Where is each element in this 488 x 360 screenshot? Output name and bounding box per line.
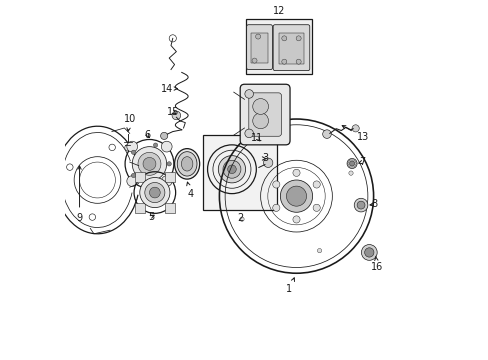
Circle shape: [142, 157, 156, 170]
Circle shape: [296, 36, 301, 41]
Circle shape: [281, 36, 286, 41]
Circle shape: [263, 158, 272, 167]
Text: 4: 4: [186, 182, 193, 199]
Bar: [165, 203, 175, 213]
Circle shape: [131, 150, 135, 154]
Circle shape: [296, 59, 301, 64]
Bar: [165, 172, 175, 183]
Text: 11: 11: [250, 133, 263, 143]
Circle shape: [255, 34, 260, 39]
Circle shape: [167, 162, 171, 166]
Text: 13: 13: [342, 126, 368, 142]
Circle shape: [149, 187, 160, 198]
Circle shape: [124, 144, 131, 151]
FancyBboxPatch shape: [248, 93, 281, 136]
Text: 6: 6: [144, 130, 150, 140]
Circle shape: [244, 129, 253, 138]
Circle shape: [286, 186, 306, 206]
Circle shape: [356, 201, 364, 209]
Circle shape: [132, 147, 166, 181]
FancyBboxPatch shape: [273, 25, 309, 71]
Text: 9: 9: [76, 166, 82, 222]
Circle shape: [252, 99, 268, 114]
Circle shape: [161, 141, 172, 152]
Ellipse shape: [174, 149, 199, 179]
Circle shape: [292, 216, 300, 223]
Circle shape: [251, 58, 257, 63]
Circle shape: [312, 181, 320, 188]
Circle shape: [281, 59, 286, 64]
Circle shape: [292, 169, 300, 176]
Circle shape: [271, 139, 275, 144]
Circle shape: [346, 158, 356, 168]
Bar: [250, 33, 267, 63]
Ellipse shape: [181, 157, 192, 171]
Text: 15: 15: [166, 107, 179, 117]
Circle shape: [348, 171, 352, 175]
Circle shape: [317, 248, 321, 253]
Circle shape: [272, 181, 279, 188]
Bar: [245, 19, 311, 74]
Circle shape: [252, 113, 268, 129]
Circle shape: [126, 176, 137, 186]
Circle shape: [172, 111, 180, 120]
Text: 2: 2: [236, 213, 243, 223]
Circle shape: [160, 132, 167, 139]
Circle shape: [364, 248, 373, 257]
Text: 8: 8: [369, 199, 377, 210]
Circle shape: [144, 183, 164, 203]
Bar: [203, 135, 276, 211]
Text: 10: 10: [123, 114, 136, 131]
Circle shape: [140, 177, 169, 208]
Circle shape: [153, 180, 158, 185]
Circle shape: [126, 141, 137, 152]
Circle shape: [161, 176, 172, 186]
Text: 12: 12: [272, 6, 285, 16]
Text: 3: 3: [262, 153, 268, 163]
Circle shape: [244, 90, 253, 98]
Text: 5: 5: [148, 212, 154, 221]
Circle shape: [349, 161, 354, 166]
Ellipse shape: [177, 152, 197, 176]
Circle shape: [322, 130, 330, 138]
Circle shape: [361, 244, 376, 260]
Bar: [278, 33, 304, 64]
Circle shape: [272, 204, 279, 211]
Text: 7: 7: [358, 157, 365, 167]
Circle shape: [239, 217, 244, 221]
Circle shape: [218, 156, 245, 183]
Circle shape: [131, 173, 135, 177]
Circle shape: [312, 204, 320, 211]
Text: 14: 14: [161, 84, 177, 94]
Text: 1: 1: [285, 278, 294, 294]
Text: 16: 16: [370, 256, 383, 272]
Circle shape: [138, 152, 161, 175]
FancyBboxPatch shape: [240, 84, 289, 145]
Circle shape: [153, 143, 158, 147]
Bar: [134, 172, 144, 183]
Circle shape: [223, 160, 241, 178]
FancyBboxPatch shape: [246, 25, 272, 69]
Bar: [134, 203, 144, 213]
Circle shape: [351, 125, 359, 132]
Circle shape: [227, 165, 236, 174]
Circle shape: [353, 198, 367, 212]
Circle shape: [280, 180, 312, 212]
